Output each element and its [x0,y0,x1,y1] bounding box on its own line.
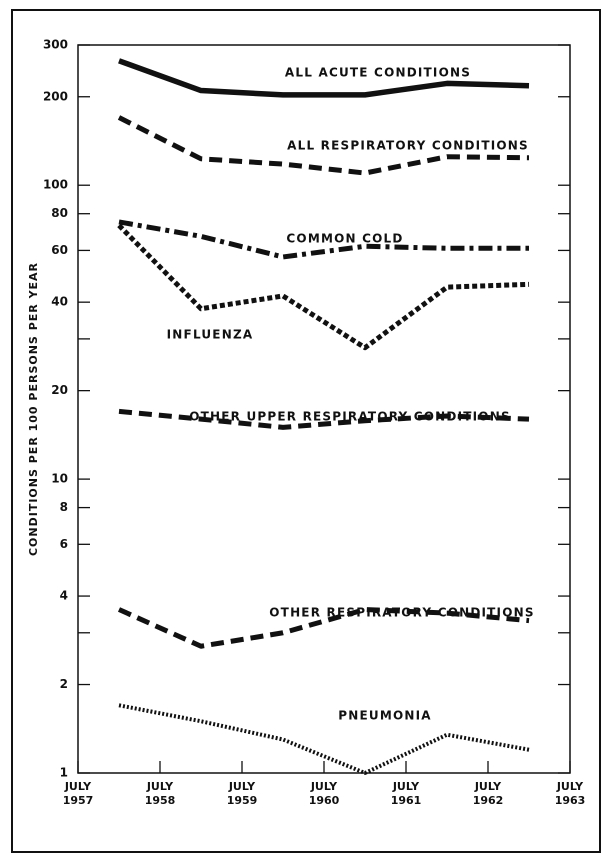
series-label: OTHER UPPER RESPIRATORY CONDITIONS [189,410,511,424]
series-line [118,703,530,775]
x-tick-label: 1960 [309,794,340,807]
y-tick-label: 4 [60,589,68,603]
series-line [118,219,529,260]
series-label: COMMON COLD [286,232,403,246]
series-label: PNEUMONIA [338,709,432,723]
y-tick-label: 20 [51,383,68,397]
x-tick-month: JULY [228,780,256,793]
x-tick-label: 1962 [473,794,504,807]
y-axis-label: CONDITIONS PER 100 PERSONS PER YEAR [27,262,40,556]
x-tick-month: JULY [474,780,502,793]
x-tick-label: 1957 [63,794,94,807]
series-label: ALL RESPIRATORY CONDITIONS [287,139,529,153]
y-tick-label: 300 [43,38,68,52]
x-tick-month: JULY [310,780,338,793]
series-line [117,223,530,351]
x-tick-month: JULY [64,780,92,793]
y-tick-label: 200 [43,89,68,103]
x-tick-label: 1963 [555,794,586,807]
y-tick-label: 2 [60,677,68,691]
y-tick-label: 1 [60,766,68,780]
x-tick-month: JULY [392,780,420,793]
x-tick-label: 1959 [227,794,258,807]
x-tick-month: JULY [556,780,584,793]
x-tick-label: 1961 [391,794,422,807]
series-label: INFLUENZA [167,328,254,342]
series-line [118,408,530,430]
series-label: OTHER RESPIRATORY CONDITIONS [269,606,534,620]
x-tick-label: 1958 [145,794,176,807]
y-tick-label: 100 [43,178,68,192]
x-tick-month: JULY [146,780,174,793]
outer-frame [11,9,601,853]
y-tick-label: 8 [60,500,68,514]
series-line [118,58,530,98]
series-label: ALL ACUTE CONDITIONS [285,66,471,80]
y-tick-label: 80 [51,206,68,220]
y-tick-label: 40 [51,295,68,309]
y-tick-label: 6 [60,537,68,551]
y-tick-label: 10 [51,472,68,486]
y-tick-label: 60 [51,243,68,257]
